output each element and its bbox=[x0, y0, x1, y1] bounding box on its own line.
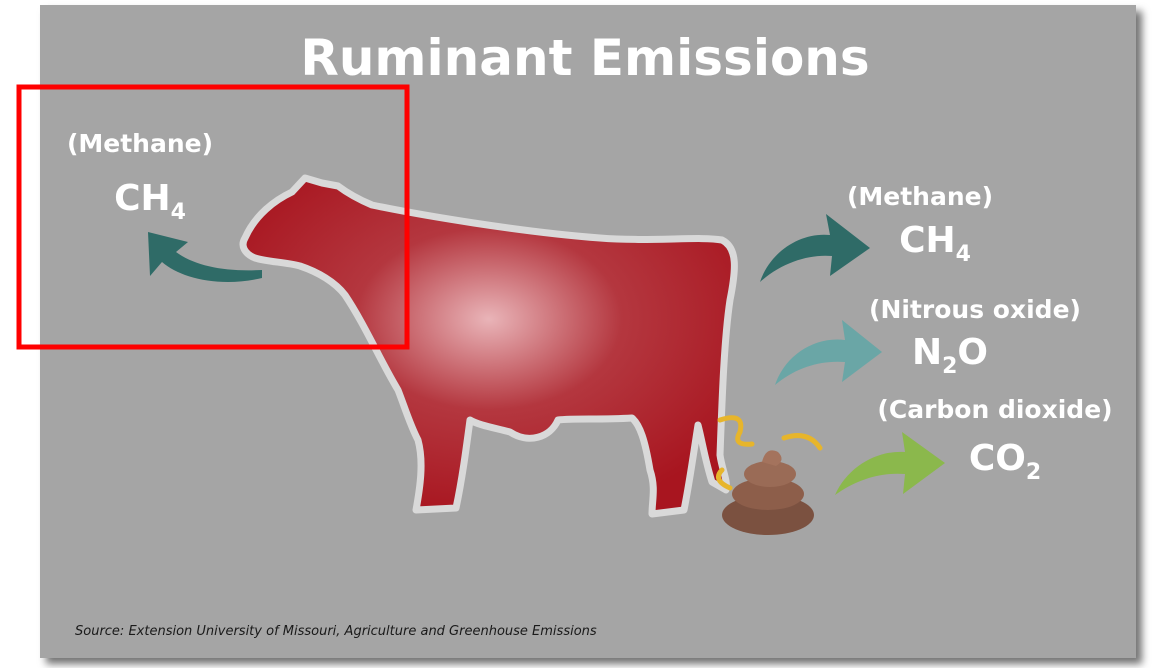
formula-part: CH bbox=[114, 178, 171, 219]
gas-name: (Carbon dioxide) bbox=[877, 395, 1112, 424]
formula-subscript: 4 bbox=[171, 200, 186, 225]
methane-arrow bbox=[760, 214, 870, 282]
nitrous-arrow bbox=[775, 320, 882, 385]
formula-part: CO bbox=[969, 438, 1026, 479]
mouth-arrow bbox=[148, 232, 262, 283]
formula-subscript: 2 bbox=[942, 354, 957, 379]
cow bbox=[239, 174, 738, 518]
formula-part: CH bbox=[899, 220, 956, 261]
gas-name: (Nitrous oxide) bbox=[869, 295, 1081, 324]
formula-part: N bbox=[912, 332, 942, 373]
formula-part: O bbox=[957, 332, 988, 373]
mouth-gas-formula: CH4 bbox=[114, 178, 186, 225]
title: Ruminant Emissions bbox=[300, 29, 869, 87]
co2-arrow bbox=[835, 432, 945, 495]
formula-subscript: 4 bbox=[956, 242, 971, 267]
highlight-box bbox=[16, 84, 410, 350]
gas-formula: N2O bbox=[912, 332, 988, 379]
gas-name: (Methane) bbox=[847, 182, 993, 211]
formula-subscript: 2 bbox=[1026, 460, 1041, 485]
manure bbox=[715, 415, 823, 535]
mouth-gas-name: (Methane) bbox=[67, 129, 213, 158]
gas-formula: CO2 bbox=[969, 438, 1041, 485]
gas-formula: CH4 bbox=[899, 220, 971, 267]
source-note: Source: Extension University of Missouri… bbox=[75, 624, 597, 639]
